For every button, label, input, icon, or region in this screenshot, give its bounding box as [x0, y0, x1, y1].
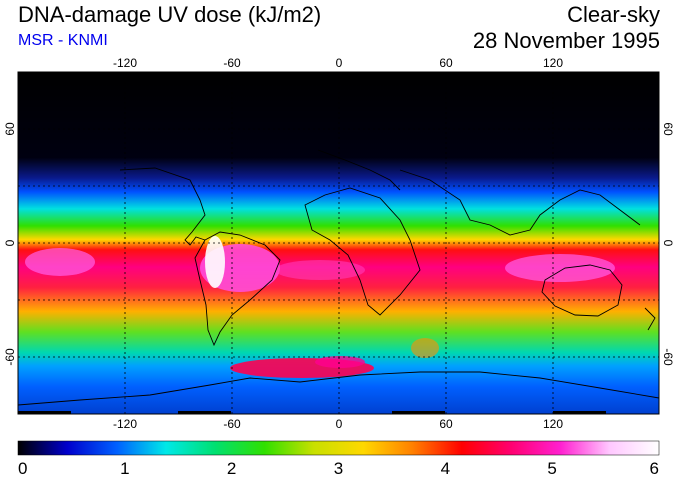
lon-label-top: 120 [543, 56, 563, 70]
antarctica-coast [18, 371, 659, 406]
lon-label-bottom: 120 [543, 417, 563, 431]
sky-condition: Clear-sky [567, 2, 660, 27]
atlantic-high-dose-region [275, 260, 365, 280]
lon-label-bottom: -120 [113, 417, 137, 431]
lat-label-right: -60 [661, 348, 675, 366]
southern-ocean-patch [411, 338, 439, 358]
colorbar-tick-label: 2 [227, 459, 236, 478]
south-america-coast [194, 231, 281, 347]
lon-labels-top: -120 -60 0 60 120 [113, 56, 563, 70]
new-zealand-coast [644, 307, 656, 331]
lon-label-top: -60 [223, 56, 241, 70]
colorbar-tick-label: 1 [120, 459, 129, 478]
colorbar-tick-label: 4 [441, 459, 450, 478]
colorbar: 0 1 2 3 4 5 6 [17, 440, 660, 478]
colorbar-gradient [17, 440, 660, 456]
europe-coast [317, 149, 401, 191]
antarctic-peak-region [315, 356, 365, 368]
africa-coast [304, 187, 421, 316]
lat-label-right: 60 [661, 122, 675, 136]
colorbar-tick-label: 6 [650, 459, 659, 478]
lat-label-left: -60 [3, 348, 17, 366]
graticule [18, 72, 659, 414]
lat-label-left: 60 [3, 122, 17, 136]
frame-border-segments [18, 72, 606, 414]
map-date: 28 November 1995 [472, 28, 660, 53]
lon-label-bottom: 60 [439, 417, 453, 431]
colorbar-tick-label: 3 [334, 459, 343, 478]
colorbar-tick-label: 0 [18, 459, 27, 478]
lon-label-top: -120 [113, 56, 137, 70]
lat-labels-right: 60 0 -60 [661, 122, 675, 366]
map-frame [17, 71, 660, 415]
north-america-coast [119, 167, 206, 246]
lat-labels-left: 60 0 -60 [3, 122, 17, 366]
pacific-high-dose-region [25, 248, 95, 276]
lat-label-right: 0 [661, 240, 675, 247]
colorbar-labels: 0 1 2 3 4 5 6 [18, 459, 659, 478]
lon-label-top: 0 [336, 56, 343, 70]
lon-label-bottom: 0 [336, 417, 343, 431]
andes-peak-dose-region [205, 236, 225, 288]
lat-label-left: 0 [3, 239, 17, 246]
colorbar-tick-label: 5 [547, 459, 556, 478]
australia-coast [541, 264, 623, 317]
australia-high-dose-region [505, 254, 615, 282]
lon-labels-bottom: -120 -60 0 60 120 [113, 417, 563, 431]
coastlines [18, 149, 659, 406]
lon-label-bottom: -60 [223, 417, 241, 431]
lon-label-top: 60 [439, 56, 453, 70]
asia-coast [399, 169, 641, 236]
data-source: MSR - KNMI [18, 32, 108, 49]
map-title: DNA-damage UV dose (kJ/m2) [18, 2, 322, 27]
